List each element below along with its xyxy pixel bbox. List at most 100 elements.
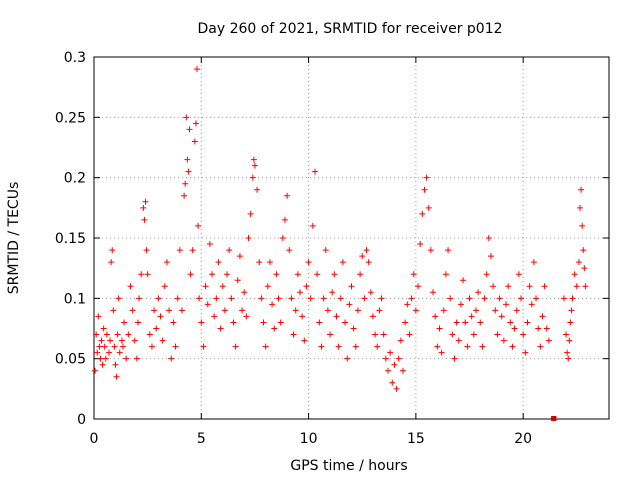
data-point bbox=[301, 337, 308, 344]
data-point bbox=[327, 331, 334, 338]
data-point bbox=[571, 271, 578, 278]
data-point bbox=[526, 283, 533, 290]
y-tick-label: 0.3 bbox=[64, 50, 86, 66]
data-point bbox=[176, 247, 183, 254]
data-point bbox=[537, 343, 544, 350]
data-point bbox=[563, 331, 570, 338]
data-point bbox=[198, 319, 205, 326]
data-point bbox=[509, 343, 516, 350]
data-point bbox=[565, 355, 572, 362]
data-point bbox=[204, 301, 211, 308]
data-point bbox=[374, 343, 381, 350]
data-point bbox=[494, 331, 501, 338]
data-point bbox=[530, 259, 537, 266]
data-point bbox=[453, 319, 460, 326]
data-point bbox=[219, 283, 226, 290]
data-point bbox=[112, 361, 119, 368]
y-tick-label: 0.15 bbox=[55, 231, 86, 247]
data-point bbox=[445, 247, 452, 254]
data-point bbox=[470, 331, 477, 338]
data-point bbox=[269, 301, 276, 308]
data-point bbox=[329, 289, 336, 296]
data-point bbox=[434, 343, 441, 350]
data-point bbox=[307, 295, 314, 302]
chart-title: Day 260 of 2021, SRMTID for receiver p01… bbox=[197, 21, 502, 37]
y-tick-label: 0.05 bbox=[55, 352, 86, 368]
y-tick-label: 0.2 bbox=[64, 171, 86, 187]
data-point bbox=[232, 343, 239, 350]
data-point bbox=[184, 156, 191, 163]
data-point bbox=[410, 271, 417, 278]
data-point bbox=[284, 192, 291, 199]
axis-ticks: 0 0.05 0.1 0.15 0.2 0.25 0.3 0 5 10 15 20 bbox=[55, 50, 609, 447]
data-point bbox=[483, 271, 490, 278]
data-point bbox=[442, 271, 449, 278]
data-point bbox=[425, 204, 432, 211]
data-point bbox=[97, 355, 104, 362]
data-point bbox=[215, 259, 222, 266]
data-point bbox=[466, 295, 473, 302]
data-point bbox=[92, 367, 99, 374]
data-point bbox=[118, 337, 125, 344]
data-point bbox=[202, 283, 209, 290]
data-point bbox=[292, 307, 299, 314]
data-point bbox=[99, 361, 106, 368]
data-point bbox=[382, 355, 389, 362]
data-point bbox=[111, 343, 118, 350]
data-point bbox=[430, 289, 437, 296]
data-point bbox=[344, 355, 351, 362]
data-point bbox=[303, 283, 310, 290]
data-point bbox=[460, 277, 467, 284]
data-point bbox=[346, 301, 353, 308]
data-point bbox=[505, 283, 512, 290]
data-point bbox=[138, 271, 145, 278]
y-tick-label: 0.25 bbox=[55, 110, 86, 126]
data-point bbox=[228, 295, 235, 302]
data-point bbox=[391, 361, 398, 368]
x-tick-label: 15 bbox=[407, 431, 425, 447]
data-point bbox=[449, 331, 456, 338]
data-point bbox=[103, 331, 110, 338]
data-point bbox=[464, 343, 471, 350]
data-point bbox=[577, 204, 584, 211]
data-point bbox=[249, 174, 256, 181]
data-point bbox=[114, 331, 121, 338]
data-point bbox=[582, 283, 589, 290]
data-point bbox=[108, 259, 115, 266]
data-point bbox=[183, 114, 190, 121]
data-point bbox=[331, 271, 338, 278]
x-axis-label: GPS time / hours bbox=[290, 458, 407, 474]
data-point bbox=[125, 331, 132, 338]
data-point bbox=[264, 283, 271, 290]
data-point bbox=[408, 295, 415, 302]
data-point bbox=[224, 271, 231, 278]
y-tick-label: 0.1 bbox=[64, 291, 86, 307]
data-point bbox=[579, 222, 586, 229]
data-point bbox=[189, 247, 196, 254]
data-point bbox=[376, 307, 383, 314]
data-point bbox=[348, 283, 355, 290]
data-point bbox=[475, 289, 482, 296]
data-point bbox=[402, 319, 409, 326]
data-point bbox=[575, 259, 582, 266]
data-point bbox=[524, 319, 531, 326]
data-point bbox=[159, 337, 166, 344]
data-point bbox=[195, 222, 202, 229]
data-point bbox=[415, 283, 422, 290]
data-point bbox=[365, 259, 372, 266]
data-point bbox=[363, 247, 370, 254]
data-point bbox=[354, 307, 361, 314]
data-point bbox=[143, 247, 150, 254]
data-point bbox=[468, 313, 475, 320]
data-point bbox=[361, 295, 368, 302]
data-point bbox=[528, 301, 535, 308]
data-point bbox=[234, 277, 241, 284]
data-point bbox=[251, 162, 258, 169]
data-point bbox=[543, 325, 550, 332]
data-point bbox=[116, 349, 123, 356]
data-points bbox=[92, 66, 589, 392]
data-point bbox=[507, 319, 514, 326]
data-point bbox=[305, 259, 312, 266]
data-point bbox=[404, 301, 411, 308]
data-point bbox=[447, 295, 454, 302]
